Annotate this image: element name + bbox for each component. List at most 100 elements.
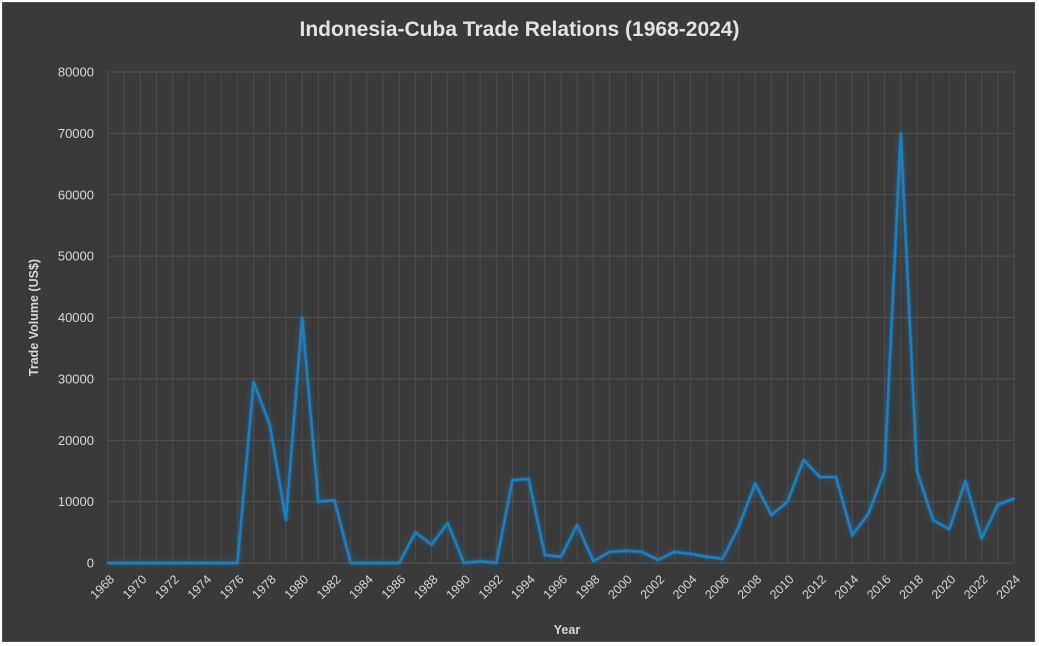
data-point	[122, 561, 126, 565]
data-point	[996, 503, 1000, 506]
data-point	[689, 552, 692, 555]
data-point	[317, 500, 320, 503]
data-point	[203, 561, 207, 565]
data-point	[592, 559, 595, 563]
data-point	[527, 477, 530, 481]
data-point	[155, 561, 158, 565]
x-tick-label: 1982	[314, 572, 344, 602]
data-point	[737, 524, 741, 528]
data-point	[414, 531, 417, 534]
x-tick-label: 2016	[864, 572, 894, 602]
data-point	[640, 550, 644, 554]
x-tick-label: 2014	[832, 572, 862, 602]
data-point	[948, 528, 951, 531]
data-point	[236, 561, 239, 565]
x-axis-ticks: 1968 1970 1972 1974 1976 1978 1980 1982 1984 1986…	[88, 572, 1024, 602]
x-tick-label: 2022	[961, 572, 991, 602]
data-point	[268, 423, 271, 427]
data-point	[187, 561, 191, 565]
gridlines	[107, 71, 1015, 564]
x-tick-label: 1970	[120, 572, 150, 602]
data-point	[220, 561, 223, 565]
y-axis-label: Trade Volume (US$)	[27, 259, 41, 376]
series	[106, 131, 1016, 565]
x-tick-label: 1986	[379, 572, 409, 602]
y-tick-label: 50000	[58, 249, 94, 264]
data-point	[834, 475, 838, 479]
x-tick-label: 2008	[735, 572, 765, 602]
data-point	[430, 543, 433, 546]
x-tick-label: 2024	[994, 572, 1024, 602]
data-point	[770, 513, 773, 517]
data-point	[171, 561, 174, 565]
data-point	[883, 469, 886, 473]
data-point	[139, 561, 142, 565]
x-tick-label: 1996	[541, 572, 571, 602]
data-point	[673, 550, 676, 554]
y-tick-label: 10000	[58, 494, 94, 509]
x-tick-label: 1978	[249, 572, 279, 602]
data-point	[608, 550, 611, 554]
x-tick-label: 2006	[702, 572, 732, 602]
y-tick-label: 70000	[58, 126, 94, 141]
x-tick-label: 1998	[573, 572, 603, 602]
data-point	[851, 534, 854, 537]
data-point	[349, 561, 352, 565]
x-tick-label: 1990	[444, 572, 474, 602]
data-point	[284, 518, 288, 522]
data-point	[802, 458, 805, 462]
y-tick-label: 60000	[58, 187, 94, 202]
data-point	[899, 132, 902, 135]
x-tick-label: 2004	[670, 572, 700, 602]
y-tick-label: 80000	[58, 65, 94, 80]
data-point	[446, 521, 449, 525]
data-point	[495, 561, 498, 565]
data-point	[333, 499, 336, 502]
data-point	[915, 469, 919, 473]
data-point	[398, 561, 401, 565]
data-point	[753, 482, 757, 485]
data-point	[1012, 497, 1016, 500]
y-tick-label: 30000	[58, 371, 94, 386]
chart-title: Indonesia-Cuba Trade Relations (1968-202…	[299, 18, 740, 41]
data-point	[786, 500, 789, 503]
x-tick-label: 2018	[897, 572, 927, 602]
data-point	[867, 512, 870, 516]
data-point	[818, 475, 822, 479]
data-point	[381, 561, 385, 565]
data-point	[365, 561, 369, 565]
data-point	[543, 553, 547, 557]
x-tick-label: 1984	[346, 572, 376, 602]
x-tick-label: 1980	[282, 572, 312, 602]
x-tick-label: 2010	[767, 572, 797, 602]
data-point	[106, 561, 110, 565]
data-point	[478, 559, 482, 563]
data-point	[252, 380, 255, 384]
x-tick-label: 1994	[508, 572, 538, 602]
x-tick-label: 1992	[476, 572, 506, 602]
data-point	[624, 549, 627, 552]
data-point	[511, 478, 514, 482]
x-tick-label: 1974	[185, 572, 215, 602]
y-axis-ticks: 0 10000 20000 30000 40000 50000 60000 70000 8000…	[58, 65, 94, 571]
x-tick-label: 1968	[88, 572, 118, 602]
data-point	[721, 557, 724, 560]
x-tick-label: 1976	[217, 572, 247, 602]
y-tick-label: 20000	[58, 433, 94, 448]
data-point	[559, 555, 563, 559]
x-axis-label: Year	[554, 623, 581, 637]
x-tick-label: 2020	[929, 572, 959, 602]
data-point	[462, 561, 466, 565]
data-point	[705, 555, 708, 559]
y-tick-label: 0	[87, 556, 94, 571]
y-tick-label: 40000	[58, 310, 94, 325]
data-point	[656, 558, 660, 562]
data-point	[980, 537, 983, 540]
x-tick-label: 1972	[152, 572, 182, 602]
data-point	[931, 518, 935, 522]
data-point	[964, 479, 967, 482]
data-point	[575, 523, 579, 527]
x-tick-label: 2002	[638, 572, 668, 602]
